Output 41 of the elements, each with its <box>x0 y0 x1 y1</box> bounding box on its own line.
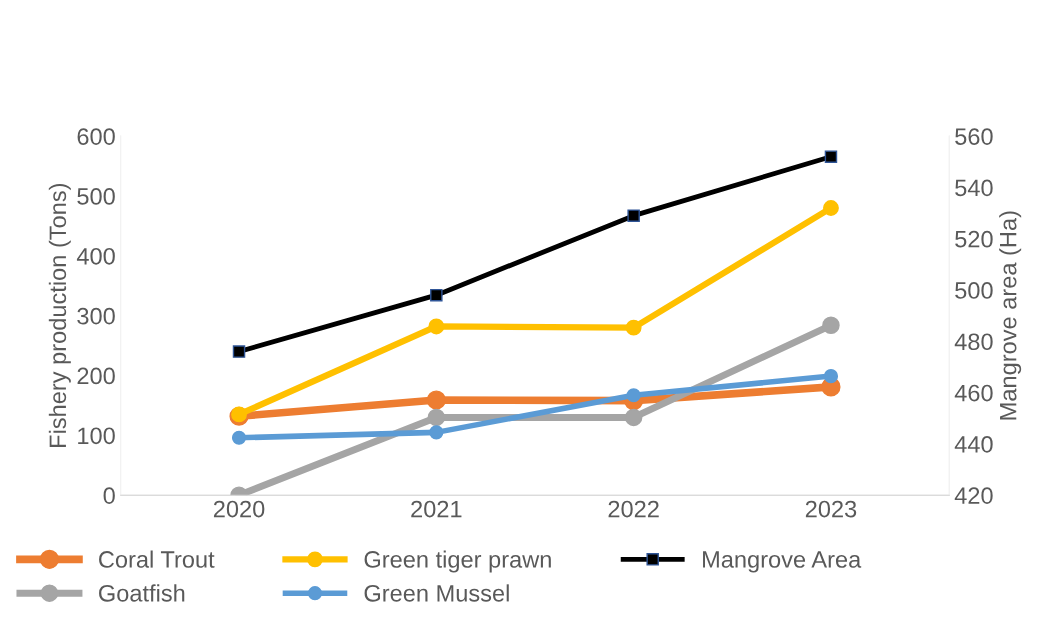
y-tick-label: 500 <box>77 188 115 205</box>
legend-label: Goatfish <box>99 584 185 602</box>
y-axis-title: Fishery production (Tons) <box>48 183 71 447</box>
x-tick-label: 2023 <box>805 500 857 518</box>
point <box>429 425 444 440</box>
y-tick-label: 0 <box>103 487 115 504</box>
point <box>430 288 443 302</box>
legend-label: Coral Trout <box>99 550 215 568</box>
x-tick-label: 2020 <box>213 500 265 518</box>
point <box>824 150 838 163</box>
point <box>624 408 643 427</box>
y2-tick-label: 480 <box>954 333 993 351</box>
y-tick-label: 200 <box>77 367 115 385</box>
y2-tick-label: 460 <box>954 384 993 402</box>
y2-tick-label: 440 <box>954 435 993 453</box>
y-tick-label: 100 <box>78 427 115 445</box>
y-tick-label: 400 <box>76 247 115 265</box>
y2-tick-label: 520 <box>955 230 993 248</box>
point <box>427 408 446 427</box>
point <box>625 319 642 336</box>
y2-tick-label: 560 <box>955 128 993 145</box>
legend-label: Green tiger prawn <box>364 550 551 573</box>
y2-axis-title: Mangrove area (Ha) <box>999 211 1022 420</box>
point <box>822 316 840 335</box>
legend-label: Mangrove Area <box>703 551 862 573</box>
y-tick-label: 600 <box>77 128 115 145</box>
y2-tick-label: 420 <box>954 487 993 504</box>
point <box>823 369 839 384</box>
legend-label: Green Mussel <box>364 584 509 602</box>
point <box>627 209 640 222</box>
point <box>232 345 246 358</box>
point <box>231 430 247 445</box>
point <box>626 388 641 403</box>
y-tick-label: 300 <box>77 307 115 325</box>
point <box>823 200 839 216</box>
y2-tick-label: 500 <box>955 282 993 299</box>
x-tick-label: 2021 <box>411 500 462 518</box>
y2-tick-label: 540 <box>955 179 993 197</box>
x-tick-label: 2022 <box>608 500 659 518</box>
point <box>428 318 445 335</box>
point <box>426 390 446 410</box>
